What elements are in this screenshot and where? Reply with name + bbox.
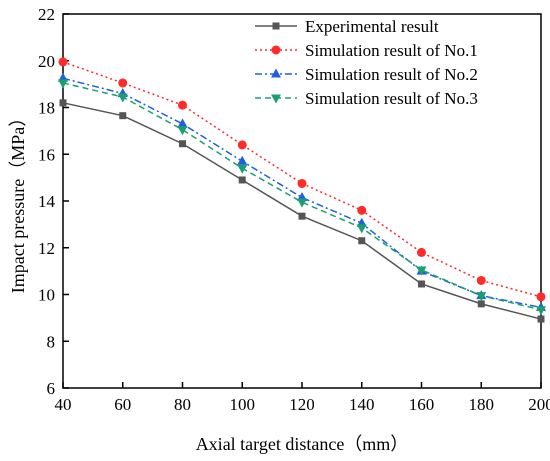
series-4 bbox=[58, 79, 546, 316]
data-point-triangle-down bbox=[416, 266, 427, 276]
legend-item-1: Experimental result bbox=[255, 17, 439, 36]
x-tick-label: 40 bbox=[55, 395, 72, 414]
x-axis-title: Axial target distance（mm） bbox=[196, 434, 409, 454]
data-point-triangle-down bbox=[476, 292, 487, 302]
data-point-circle bbox=[476, 275, 486, 285]
x-tick-label: 60 bbox=[114, 395, 131, 414]
x-axis: 40 60 80 100 120 140 160 180 200 bbox=[55, 382, 550, 414]
data-point-square bbox=[119, 112, 127, 120]
data-point-triangle-down bbox=[58, 79, 68, 89]
data-point-circle bbox=[297, 178, 307, 188]
data-point-triangle-up bbox=[177, 118, 188, 128]
data-point-triangle-up bbox=[237, 155, 248, 165]
data-point-circle bbox=[536, 292, 546, 302]
series-line bbox=[62, 82, 542, 311]
data-point-triangle-down bbox=[237, 164, 248, 174]
data-point-circle bbox=[417, 247, 426, 257]
data-point-square bbox=[418, 280, 425, 288]
x-tick-label: 80 bbox=[174, 395, 191, 414]
legend-label: Simulation result of No.1 bbox=[305, 41, 478, 60]
y-tick-label: 12 bbox=[38, 239, 55, 258]
legend-label: Simulation result of No.2 bbox=[305, 65, 478, 84]
data-point-triangle-down bbox=[177, 126, 188, 136]
data-point-square bbox=[358, 237, 366, 245]
y-tick-label: 8 bbox=[47, 332, 56, 351]
data-point-triangle-up bbox=[271, 68, 281, 78]
data-point-triangle-down bbox=[356, 224, 367, 234]
data-point-square bbox=[298, 212, 306, 220]
series-3 bbox=[58, 72, 546, 311]
legend-label: Experimental result bbox=[305, 17, 439, 36]
legend: Experimental result Simulation result of … bbox=[255, 17, 478, 108]
data-point-square bbox=[477, 300, 485, 308]
x-tick-label: 160 bbox=[409, 395, 435, 414]
series-1 bbox=[59, 99, 545, 323]
data-point-triangle-down bbox=[536, 306, 546, 316]
series-line bbox=[62, 102, 542, 320]
y-axis: 6 8 10 12 14 16 18 20 22 bbox=[38, 5, 69, 398]
data-point-circle bbox=[178, 100, 187, 110]
x-tick-label: 180 bbox=[469, 395, 495, 414]
legend-item-4: Simulation result of No.3 bbox=[255, 89, 478, 108]
y-tick-label: 14 bbox=[38, 192, 56, 211]
legend-item-2: Simulation result of No.1 bbox=[255, 41, 478, 60]
data-point-circle bbox=[237, 140, 247, 150]
x-tick-label: 120 bbox=[289, 395, 315, 414]
y-tick-label: 18 bbox=[38, 99, 55, 118]
data-point-circle bbox=[58, 57, 68, 67]
y-tick-label: 20 bbox=[38, 52, 55, 71]
x-tick-label: 200 bbox=[528, 395, 550, 414]
data-point-triangle-down bbox=[117, 93, 128, 103]
data-point-square bbox=[179, 140, 186, 148]
x-tick-label: 140 bbox=[349, 395, 375, 414]
data-point-triangle-down bbox=[271, 94, 281, 104]
data-point-circle bbox=[357, 205, 367, 215]
series-group bbox=[58, 57, 546, 323]
series-2 bbox=[58, 57, 546, 302]
data-point-square bbox=[59, 99, 67, 107]
data-point-square bbox=[537, 315, 545, 323]
y-axis-title: Impact pressure（MPa） bbox=[8, 109, 28, 293]
y-tick-label: 22 bbox=[38, 5, 55, 24]
y-tick-label: 16 bbox=[38, 145, 55, 164]
data-point-square bbox=[272, 22, 280, 30]
data-point-circle bbox=[271, 45, 281, 55]
y-tick-label: 6 bbox=[47, 379, 56, 398]
y-tick-label: 10 bbox=[38, 286, 55, 305]
legend-label: Simulation result of No.3 bbox=[305, 89, 478, 108]
data-point-square bbox=[238, 176, 246, 184]
data-point-triangle-down bbox=[297, 198, 307, 208]
x-tick-label: 100 bbox=[230, 395, 256, 414]
legend-item-3: Simulation result of No.2 bbox=[255, 65, 478, 84]
data-point-circle bbox=[118, 78, 128, 88]
